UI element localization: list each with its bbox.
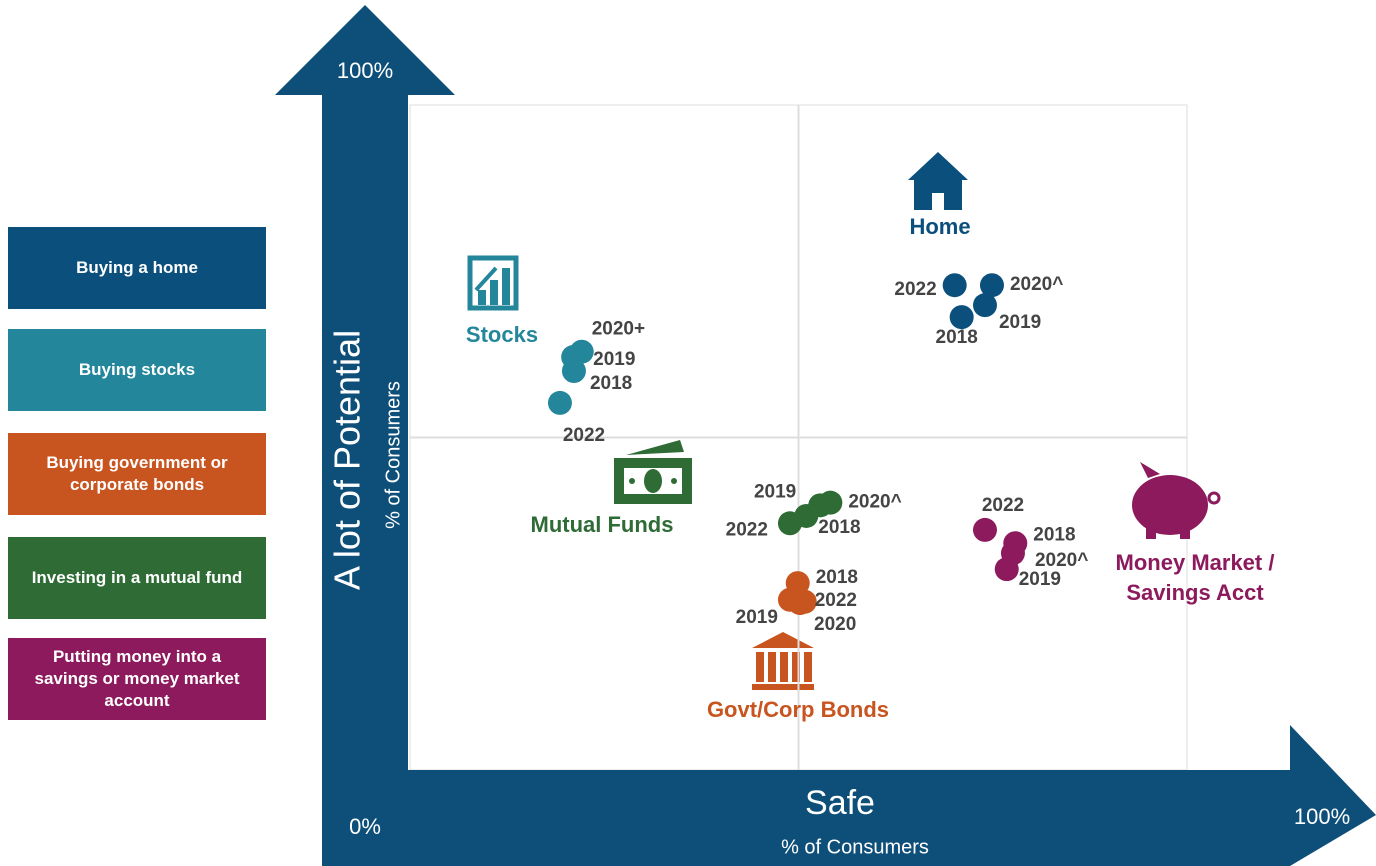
point-label: 2018 — [1033, 524, 1075, 545]
home-icon — [908, 152, 968, 210]
point-label: 2019 — [754, 481, 796, 502]
stocks-icon — [467, 255, 519, 311]
legend-item: Buying government or corporate bonds — [8, 433, 266, 515]
point — [994, 557, 1019, 582]
point-label: 2022 — [563, 425, 605, 446]
point-label: 2019 — [593, 349, 635, 370]
point — [972, 517, 997, 542]
legend-item: Buying a home — [8, 227, 266, 309]
point — [788, 591, 813, 616]
x-axis-sublabel: % of Consumers — [781, 836, 929, 858]
category-label: Money Market / Savings Acct — [1115, 550, 1275, 605]
point — [547, 390, 572, 415]
category-label: Govt/Corp Bonds — [706, 697, 890, 722]
y-axis-sublabel: % of Consumers — [382, 381, 404, 529]
point — [561, 359, 586, 383]
point-label: 2022 — [894, 279, 936, 300]
point — [818, 490, 843, 515]
point-label: 2020^ — [848, 492, 901, 513]
point — [979, 273, 1004, 298]
point-label: 2018 — [818, 517, 860, 538]
point — [942, 273, 967, 298]
point-label: 2019 — [1019, 569, 1061, 590]
point-label: 2020^ — [1010, 274, 1063, 295]
legend-item: Buying stocks — [8, 329, 266, 411]
point-label: 2022 — [815, 590, 857, 611]
y-tick-label: 100% — [337, 58, 393, 83]
point-label: 2020+ — [592, 319, 645, 340]
point — [949, 305, 974, 330]
legend-item: Investing in a mutual fund — [8, 537, 266, 619]
point-label: 2022 — [726, 519, 768, 540]
point-label: 2020^ — [1035, 550, 1088, 571]
point-label: 2022 — [982, 495, 1024, 516]
category-label: Stocks — [465, 322, 539, 347]
point-label: 2018 — [816, 567, 858, 588]
point-label: 2020 — [814, 614, 856, 635]
y-axis-label: A lot of Potential — [327, 330, 368, 590]
piggy-icon — [1132, 462, 1221, 539]
category-label: Mutual Funds — [530, 512, 674, 537]
point-label: 2019 — [736, 607, 778, 628]
x-axis-arrow — [322, 725, 1376, 866]
point-label: 2018 — [590, 373, 632, 394]
point-label: 2019 — [999, 312, 1041, 333]
category-label: Home — [909, 214, 971, 239]
x-tick-label: 100% — [1294, 804, 1350, 829]
x-axis-label: Safe — [805, 784, 875, 822]
money-icon — [614, 440, 692, 504]
point — [972, 293, 997, 318]
legend-item: Putting money into a savings or money ma… — [8, 638, 266, 720]
x-tick-label: 0% — [349, 814, 381, 839]
point-label: 2018 — [936, 327, 978, 348]
y-axis-arrow — [275, 5, 455, 866]
